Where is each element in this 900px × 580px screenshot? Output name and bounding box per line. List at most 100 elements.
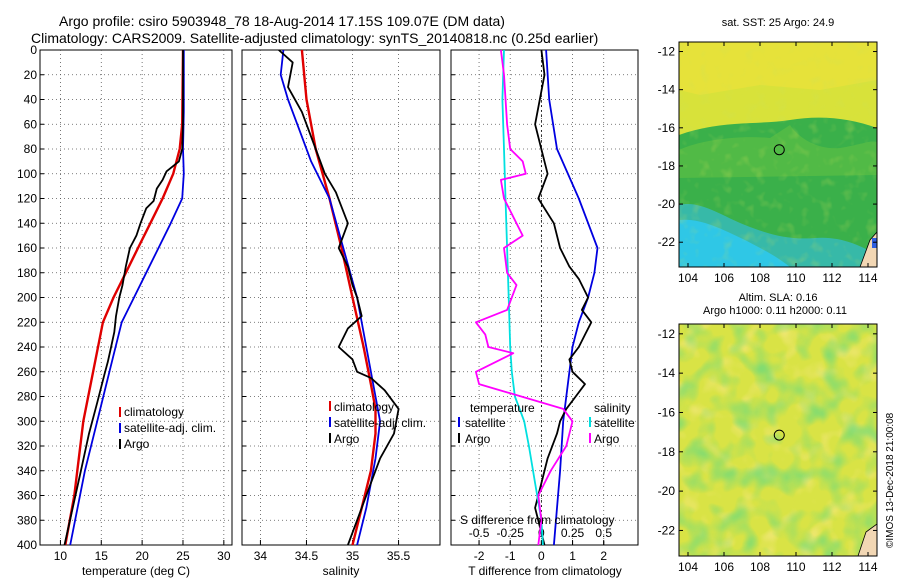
- y-tick-label: 200: [17, 291, 37, 305]
- x-tick-label: 0: [538, 549, 545, 563]
- map-y-tick-label: -20: [658, 197, 676, 211]
- sla-map-title-line1: Altim. SLA: 0.16: [739, 292, 818, 304]
- y-tick-label: 20: [24, 68, 38, 82]
- figure-title-line2: Climatology: CARS2009. Satellite-adjuste…: [31, 30, 598, 46]
- legend-label-t-satellite: satellite: [465, 416, 506, 430]
- map-x-tick-label: 106: [714, 271, 734, 285]
- difference-grid: [451, 50, 638, 545]
- difference-series: [474, 49, 599, 546]
- salinity-legend: climatology satellite-adj. clim. Argo: [329, 400, 426, 446]
- temperature-x-label: temperature (deg C): [82, 564, 190, 578]
- sst-map-frame: [678, 41, 878, 268]
- salinity-grid: [242, 50, 440, 545]
- x-tick-label: 2: [600, 549, 607, 563]
- series-line-climatology: [64, 49, 185, 546]
- x-tick-label: 35: [346, 549, 360, 563]
- map-x-tick-label: 112: [822, 271, 841, 285]
- legend-label-argo: Argo: [334, 432, 360, 446]
- figure-title-line1: Argo profile: csiro 5903948_78 18-Aug-20…: [59, 13, 505, 29]
- sst-map-title: sat. SST: 25 Argo: 24.9: [722, 17, 835, 29]
- s-diff-tick-label: -0.5: [469, 526, 490, 540]
- y-tick-label: 140: [17, 216, 37, 230]
- map-y-tick-label: -12: [658, 327, 676, 341]
- salinity-panel: 34 34.5 35 35.5 salinity climatology satell…: [241, 49, 441, 578]
- temperature-x-ticks: 10 15 20 25 30: [40, 49, 231, 563]
- map-x-tick-label: 104: [678, 560, 698, 574]
- x-tick-label: 30: [217, 549, 231, 563]
- y-tick-label: 160: [17, 241, 37, 255]
- y-tick-label: 180: [17, 266, 37, 280]
- y-tick-label: 120: [17, 192, 37, 206]
- salinity-x-label: salinity: [323, 564, 360, 578]
- y-tick-label: 100: [17, 167, 37, 181]
- temperature-grid: [40, 50, 232, 545]
- sla-map-ticks: 104 106 108 110 112 114 -12 -14 -16 -18 -20 -22: [658, 324, 878, 574]
- x-tick-label: 20: [135, 549, 149, 563]
- sla-map-frame: [678, 323, 878, 557]
- salinity-x-ticks: 34 34.5 35 35.5: [242, 49, 411, 563]
- x-tick-label: 34.5: [295, 549, 319, 563]
- x-tick-label: -1: [505, 549, 516, 563]
- y-tick-label: 40: [24, 93, 38, 107]
- legend-title-salinity: salinity: [594, 401, 631, 415]
- legend-label-argo: Argo: [124, 437, 150, 451]
- y-tick-label: 360: [17, 489, 37, 503]
- map-y-tick-label: -16: [658, 121, 676, 135]
- map-y-tick-label: -22: [658, 235, 676, 249]
- map-x-tick-label: 104: [678, 271, 698, 285]
- map-y-tick-label: -22: [658, 523, 676, 537]
- map-y-tick-label: -18: [658, 445, 676, 459]
- legend-label-t-argo: Argo: [465, 432, 491, 446]
- legend-label-satellite: satellite-adj. clim.: [334, 416, 426, 430]
- y-tick-label: 400: [17, 538, 37, 552]
- sst-map-argo-marker: [773, 144, 785, 156]
- x-tick-label: 25: [176, 549, 190, 563]
- sla-map-title-line2: Argo h1000: 0.11 h2000: 0.11: [703, 305, 847, 317]
- series-line-salinity-satellite: [501, 49, 544, 546]
- x-tick-label: -2: [474, 549, 485, 563]
- x-tick-label: 10: [54, 549, 68, 563]
- x-tick-label: 34: [254, 549, 268, 563]
- map-y-tick-label: -16: [658, 405, 676, 419]
- temperature-legend: climatology satellite-adj. clim. Argo: [119, 405, 216, 451]
- legend-label-climatology: climatology: [334, 400, 394, 414]
- map-x-tick-label: 106: [714, 560, 734, 574]
- sst-map-panel: sat. SST: 25 Argo: 24.9 104 106 108 110 112 1…: [658, 17, 878, 285]
- legend-title-temperature: temperature: [470, 401, 535, 415]
- y-tick-label: 60: [24, 117, 38, 131]
- y-tick-label: 300: [17, 414, 37, 428]
- map-x-tick-label: 114: [858, 560, 877, 574]
- series-line-argo: [63, 50, 184, 546]
- series-line-satellite-adj-clim-: [69, 50, 185, 546]
- legend-label-s-argo: Argo: [594, 432, 620, 446]
- s-diff-tick-label: 0.25: [561, 526, 585, 540]
- sst-map-ticks: 104 106 108 110 112 114 -12 -14 -16 -18 -20 -22: [658, 42, 878, 285]
- sst-map-field: [679, 42, 877, 267]
- map-x-tick-label: 108: [750, 560, 770, 574]
- difference-panel: -2 -1 0 1 2 -0.5 -0.25 0 0.25 0.5 T difference f…: [450, 49, 639, 578]
- difference-plot-frame: [450, 49, 639, 546]
- y-tick-label: 280: [17, 390, 37, 404]
- y-tick-label: 260: [17, 365, 37, 379]
- map-x-tick-label: 110: [786, 560, 805, 574]
- difference-legend: temperature satellite Argo salinity sate…: [458, 401, 635, 446]
- sla-map-argo-marker: [773, 429, 785, 441]
- temperature-series: [63, 49, 185, 546]
- map-y-tick-label: -14: [658, 83, 676, 97]
- y-tick-label: 220: [17, 315, 37, 329]
- difference-s-axis-label: S difference from climatology: [460, 513, 615, 527]
- series-line-salinity-argo: [474, 49, 574, 546]
- x-tick-label: 1: [569, 549, 576, 563]
- map-y-tick-label: -12: [658, 45, 676, 59]
- map-y-tick-label: -20: [658, 484, 676, 498]
- y-tick-label: 80: [24, 142, 38, 156]
- legend-label-climatology: climatology: [124, 405, 184, 419]
- imos-timestamp-label: ©IMOS 13-Dec-2018 21:00:08: [885, 412, 896, 548]
- y-tick-label: 240: [17, 340, 37, 354]
- y-tick-label: 340: [17, 464, 37, 478]
- s-diff-tick-label: -0.25: [497, 526, 525, 540]
- x-tick-label: 15: [95, 549, 109, 563]
- map-x-tick-label: 112: [822, 560, 841, 574]
- map-x-tick-label: 110: [786, 271, 805, 285]
